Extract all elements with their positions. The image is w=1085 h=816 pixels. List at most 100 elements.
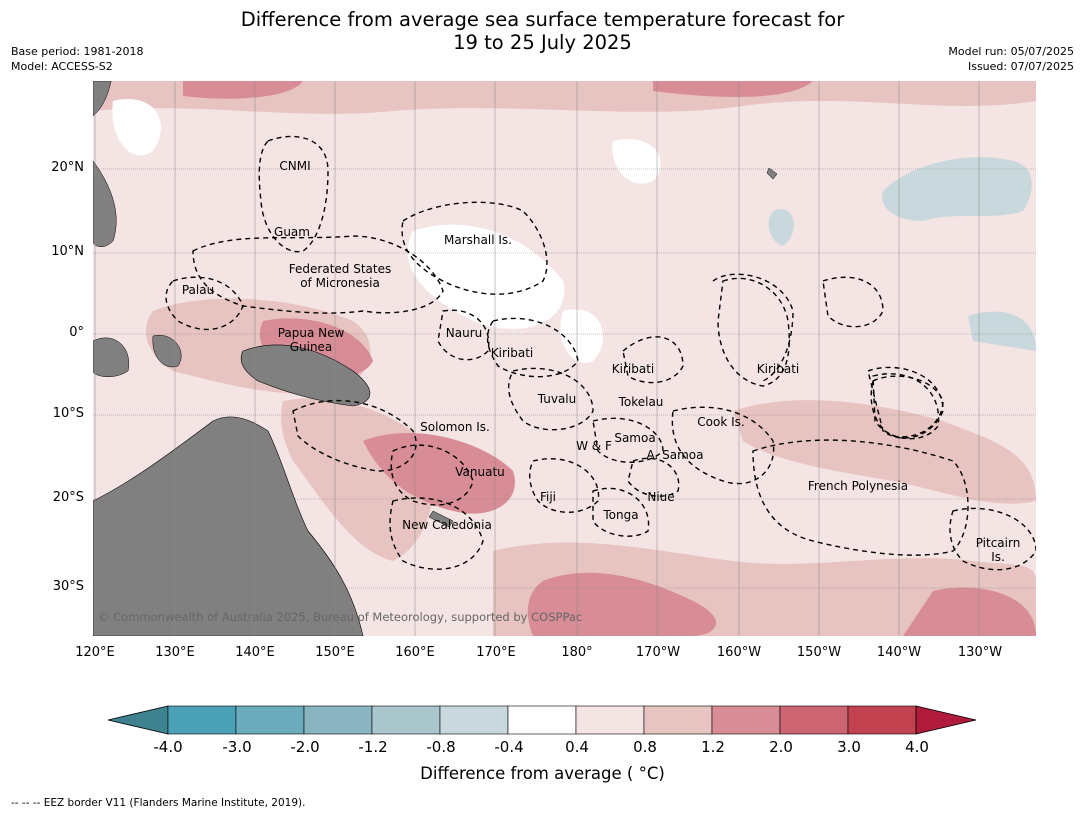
base-period: Base period: 1981-2018 [11, 45, 144, 58]
place-label-kiribati-central: Kiribati [611, 362, 655, 376]
place-label-american-samoa: A. Samoa [646, 448, 704, 462]
new-guinea-land [240, 344, 371, 407]
lat-label-30s: 30°S [52, 579, 84, 594]
lat-label-20s: 20°S [52, 490, 84, 505]
colorbar-tick-11: 4.0 [905, 738, 929, 756]
meta-left: Base period: 1981-2018 Model: ACCESS-S2 [11, 44, 143, 74]
colorbar-extend-high [915, 705, 977, 735]
colorbar-cells [107, 705, 977, 735]
lon-label-180: 180° [561, 645, 593, 660]
place-label-fsm: Federated States of Micronesia [288, 262, 392, 290]
indonesia-land-west [93, 81, 112, 117]
anomaly-warm-east [733, 400, 1036, 504]
colorbar-cell-1 [167, 705, 237, 735]
anomaly-white-4 [612, 139, 661, 184]
meta-right: Model run: 05/07/2025 Issued: 07/07/2025 [948, 44, 1074, 74]
place-label-kiribati-east: Kiribati [756, 362, 800, 376]
place-label-tokelau: Tokelau [618, 395, 664, 409]
lat-label-20n: 20°N [51, 160, 84, 175]
lat-label-10n: 10°N [51, 244, 84, 259]
place-label-pitcairn: Pitcairn Is. [975, 536, 1021, 564]
lon-label-130w: 130°W [957, 645, 1003, 660]
model-name: Model: ACCESS-S2 [11, 60, 113, 73]
place-label-solomon: Solomon Is. [420, 420, 490, 434]
place-label-cook: Cook Is. [697, 415, 745, 429]
anomaly-white-1 [112, 99, 161, 156]
colorbar-tick-5: -0.4 [494, 738, 524, 756]
colorbar-tick-3: -1.2 [358, 738, 388, 756]
place-label-new-caledonia: New Caledonia [402, 518, 492, 532]
lon-label-150e: 150°E [315, 645, 355, 660]
colorbar-cell-10 [779, 705, 849, 735]
colorbar-tick-0: -4.0 [153, 738, 183, 756]
lon-label-140w: 140°W [876, 645, 922, 660]
anomaly-white-3 [560, 309, 603, 363]
anomaly-north-strong [183, 81, 303, 99]
place-label-nauru: Nauru [445, 326, 483, 340]
lon-label-130e: 130°E [155, 645, 195, 660]
colorbar-tick-8: 1.2 [701, 738, 725, 756]
colorbar-tick-1: -3.0 [222, 738, 252, 756]
issued-date: Issued: 07/07/2025 [967, 60, 1074, 73]
colorbar-cell-7 [575, 705, 645, 735]
lon-label-150w: 150°W [796, 645, 842, 660]
new-caledonia-land [428, 510, 454, 528]
lon-label-170e: 170°E [476, 645, 516, 660]
lat-label-10s: 10°S [52, 406, 84, 421]
place-label-french-polynesia: French Polynesia [807, 479, 909, 493]
lon-label-160w: 160°W [716, 645, 762, 660]
sst-anomaly-map [93, 81, 1036, 636]
lon-label-120e: 120°E [75, 645, 115, 660]
place-label-guam: Guam [274, 225, 310, 239]
colorbar-cell-8 [643, 705, 713, 735]
sulawesi-land [152, 334, 182, 368]
borneo-land [93, 337, 130, 377]
colorbar-cell-4 [371, 705, 441, 735]
place-label-marshall: Marshall Is. [444, 233, 512, 247]
colorbar-extend-low [107, 705, 169, 735]
colorbar-tick-2: -2.0 [290, 738, 320, 756]
colorbar-tick-4: -0.8 [426, 738, 456, 756]
colorbar-tick-10: 3.0 [837, 738, 861, 756]
colorbar-tick-9: 2.0 [769, 738, 793, 756]
copyright-notice: © Commonwealth of Australia 2025, Bureau… [98, 610, 583, 624]
map-title: Difference from average sea surface temp… [0, 8, 1085, 54]
place-label-niue: Niue [647, 490, 675, 504]
colorbar-cell-2 [235, 705, 305, 735]
place-label-wallis-futuna: W & F [576, 439, 612, 453]
colorbar-cell-11 [847, 705, 917, 735]
lon-label-140e: 140°E [235, 645, 275, 660]
australia-land [93, 416, 364, 636]
colorbar-cell-6 [507, 705, 577, 735]
anomaly-north-strong-2 [653, 81, 813, 97]
place-label-png: Papua New Guinea [277, 326, 345, 354]
colorbar-tick-6: 0.4 [565, 738, 589, 756]
philippines-land [93, 160, 117, 247]
place-label-samoa: Samoa [614, 431, 656, 445]
place-label-tonga: Tonga [603, 508, 639, 522]
title-line-2: 19 to 25 July 2025 [453, 31, 632, 54]
place-label-cnmi: CNMI [279, 159, 311, 173]
colorbar-cell-5 [439, 705, 509, 735]
place-label-kiribati-west: Kiribati [490, 346, 534, 360]
anomaly-cool-ne [882, 157, 1032, 221]
colorbar-title: Difference from average ( °C) [420, 764, 665, 783]
eez-borders [165, 135, 1036, 571]
place-label-tuvalu: Tuvalu [537, 392, 577, 406]
place-label-vanuatu: Vanuatu [455, 465, 505, 479]
hawaii-land [766, 167, 778, 180]
anomaly-strong-southeast [903, 587, 1036, 636]
colorbar [107, 705, 977, 735]
meridians [94, 81, 980, 636]
anomaly-cool-ne-2 [768, 209, 794, 246]
anomaly-cool-e [968, 311, 1036, 351]
place-label-fiji: Fiji [539, 490, 557, 504]
anomaly-strong-south [527, 572, 717, 636]
colorbar-cell-9 [711, 705, 781, 735]
anomaly-white-2 [407, 224, 565, 329]
lon-label-170w: 170°W [635, 645, 681, 660]
lon-label-160e: 160°E [395, 645, 435, 660]
anomaly-north-band [93, 81, 1036, 114]
colorbar-tick-7: 0.8 [633, 738, 657, 756]
lat-label-0: 0° [69, 325, 84, 340]
